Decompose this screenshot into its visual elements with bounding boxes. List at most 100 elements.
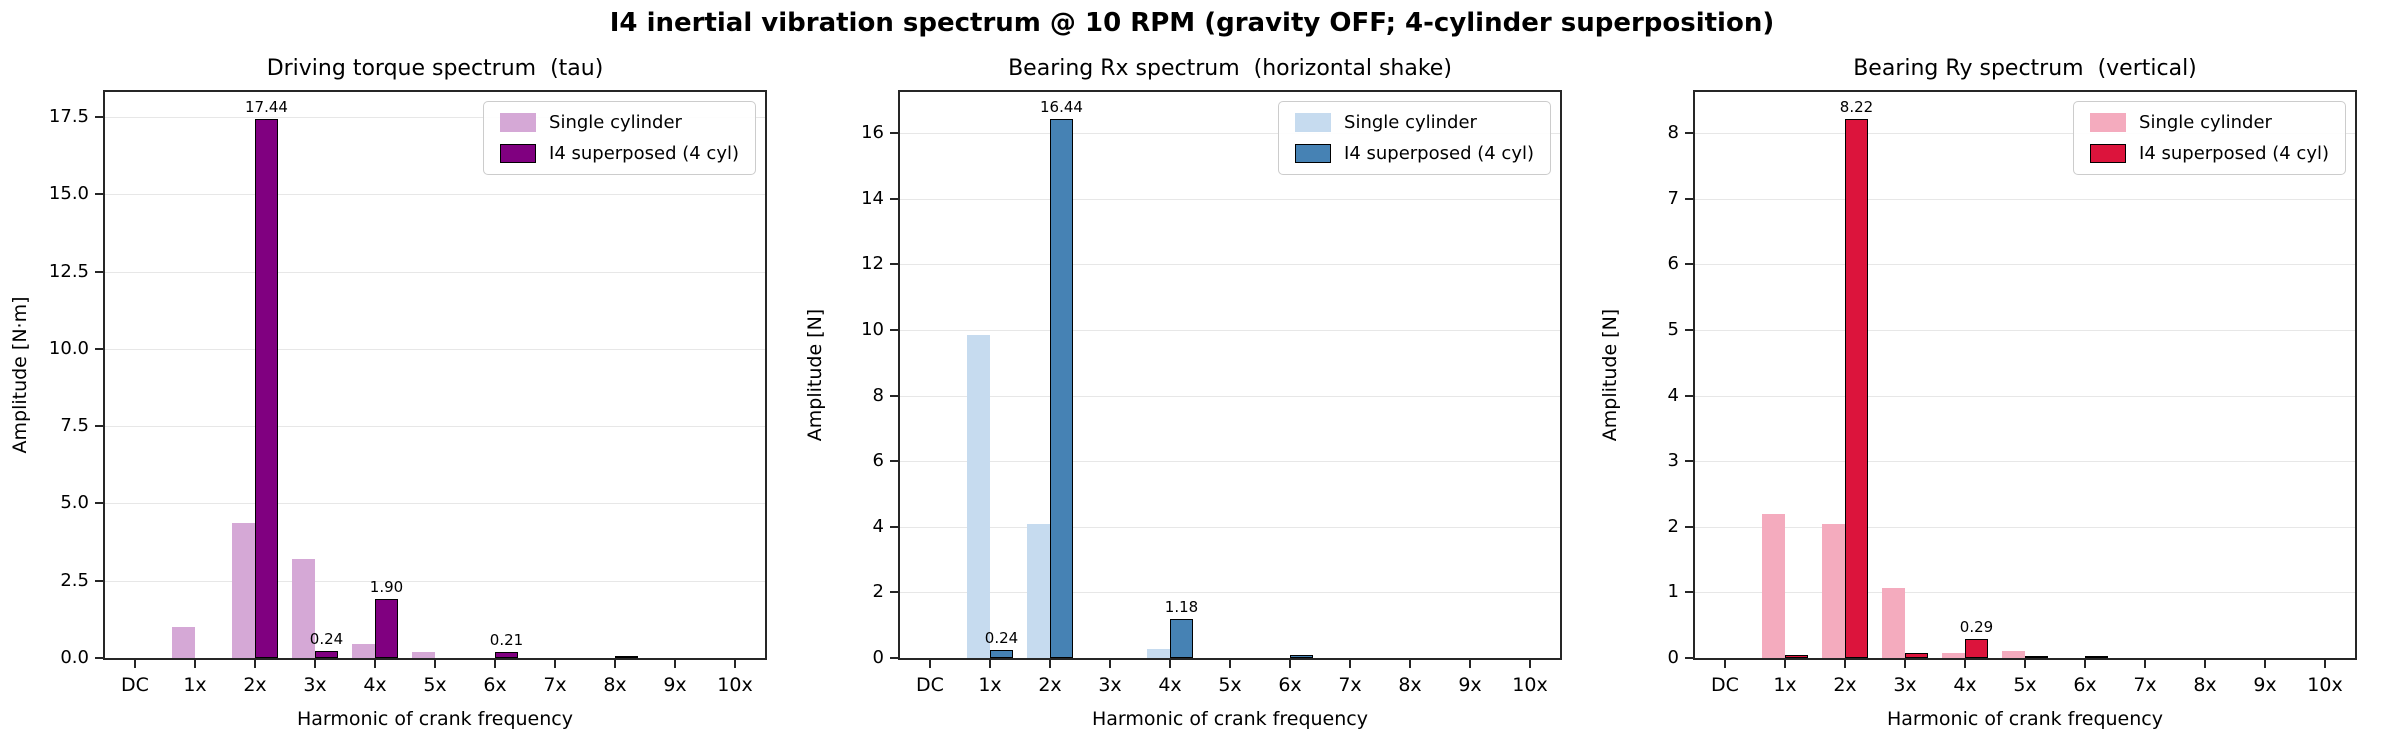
- grid-line: [900, 198, 1560, 200]
- y-tick-mark: [1685, 329, 1693, 332]
- bar-single-cylinder: [1027, 523, 1050, 658]
- legend-swatch-i4-icon: [500, 144, 537, 163]
- y-tick-label: 2: [872, 581, 884, 603]
- x-tick-mark: [2264, 660, 2266, 668]
- x-tick-mark: [929, 660, 931, 668]
- bar-single-cylinder: [1822, 523, 1845, 658]
- x-tick-label: 5x: [1218, 674, 1242, 696]
- bar-single-cylinder: [172, 627, 195, 658]
- x-tick-mark: [2324, 660, 2326, 668]
- plot-area: 0.24 16.44 1.18 Single cylinder I4 superpose…: [898, 90, 1562, 660]
- y-tick-mark: [95, 270, 103, 273]
- grid-line: [1695, 526, 2355, 528]
- grid-line: [1695, 264, 2355, 266]
- x-tick-mark: [989, 660, 991, 668]
- bar-i4-superposed: [1170, 619, 1193, 658]
- y-tick-mark: [890, 460, 898, 463]
- x-tick-label: 2x: [243, 674, 267, 696]
- legend: Single cylinder I4 superposed (4 cyl): [483, 101, 756, 175]
- bar-single-cylinder: [232, 523, 255, 658]
- x-tick-label: 9x: [1458, 674, 1482, 696]
- bar-i4-superposed: [1905, 653, 1928, 658]
- y-tick-label: 0.0: [60, 647, 89, 668]
- x-tick-mark: [494, 660, 496, 668]
- grid-line: [900, 395, 1560, 397]
- legend-item-single-cylinder: Single cylinder: [500, 112, 739, 133]
- bar-single-cylinder: [1762, 513, 1785, 658]
- x-tick-label: 3x: [1098, 674, 1122, 696]
- grid-line: [900, 133, 1560, 135]
- y-tick-label: 15.0: [48, 183, 89, 205]
- bar-value-label: 1.18: [1164, 598, 1199, 617]
- grid-line: [1695, 395, 2355, 397]
- y-tick-label: 8: [1667, 122, 1679, 144]
- y-tick-mark: [1685, 263, 1693, 266]
- bar-value-label: 17.44: [245, 97, 288, 116]
- y-tick-label: 7: [1667, 187, 1679, 209]
- x-tick-mark: [1229, 660, 1231, 668]
- bar-value-label: 0.24: [309, 629, 344, 648]
- y-tick-mark: [890, 263, 898, 266]
- x-tick-mark: [1724, 660, 1726, 668]
- subplot-title: Bearing Ry spectrum (vertical): [1853, 56, 2197, 81]
- x-tick-mark: [1109, 660, 1111, 668]
- x-tick-mark: [374, 660, 376, 668]
- legend-item-i4-superposed: I4 superposed (4 cyl): [500, 143, 739, 164]
- y-tick-mark: [95, 116, 103, 119]
- legend-label: I4 superposed (4 cyl): [549, 143, 739, 164]
- bar-i4-superposed: [1290, 655, 1313, 658]
- y-tick-mark: [1685, 591, 1693, 594]
- bar-single-cylinder: [352, 644, 375, 658]
- y-tick-label: 2.5: [60, 569, 89, 591]
- panel-driving-torque-spectrum: Driving torque spectrum (tau) Amplitude […: [0, 0, 794, 740]
- bar-i4-superposed: [315, 650, 338, 658]
- legend-label: Single cylinder: [2139, 112, 2272, 133]
- y-tick-label: 5: [1667, 319, 1679, 341]
- figure-title: I4 inertial vibration spectrum @ 10 RPM …: [609, 8, 1775, 38]
- bar-value-label: 0.24: [984, 629, 1019, 648]
- bar-value-label: 16.44: [1040, 97, 1083, 116]
- bar-i4-superposed: [1050, 118, 1073, 658]
- grid-line: [105, 580, 765, 582]
- x-axis-label: Harmonic of crank frequency: [1887, 708, 2163, 730]
- x-tick-mark: [1964, 660, 1966, 668]
- bar-i4-superposed: [990, 650, 1013, 658]
- grid-line: [900, 526, 1560, 528]
- y-tick-label: 3: [1667, 450, 1679, 472]
- bar-i4-superposed: [1845, 118, 1868, 658]
- grid-line: [900, 592, 1560, 594]
- grid-line: [900, 461, 1560, 463]
- legend-swatch-i4-icon: [2090, 144, 2127, 163]
- x-tick-label: 8x: [1398, 674, 1422, 696]
- y-tick-mark: [1685, 394, 1693, 397]
- bar-single-cylinder: [292, 559, 315, 658]
- legend-swatch-single-icon: [1295, 113, 1332, 132]
- legend: Single cylinder I4 superposed (4 cyl): [1278, 101, 1551, 175]
- y-tick-mark: [1685, 657, 1693, 659]
- x-tick-label: 1x: [1773, 674, 1797, 696]
- x-tick-label: 2x: [1833, 674, 1857, 696]
- x-tick-label: 7x: [1338, 674, 1362, 696]
- x-tick-label: 6x: [2073, 674, 2097, 696]
- y-tick-mark: [890, 657, 898, 659]
- bar-single-cylinder: [1942, 653, 1965, 658]
- grid-line: [105, 348, 765, 350]
- plot-area: 8.22 0.29 Single cylinder I4 superposed (4 …: [1693, 90, 2357, 660]
- bar-i4-superposed: [1785, 655, 1808, 658]
- legend-label: Single cylinder: [1344, 112, 1477, 133]
- grid-line: [105, 194, 765, 196]
- y-tick-label: 5.0: [60, 492, 89, 514]
- bar-single-cylinder: [412, 651, 435, 658]
- y-tick-mark: [890, 394, 898, 397]
- y-tick-label: 10.0: [48, 337, 89, 359]
- grid-line: [1695, 198, 2355, 200]
- bar-single-cylinder: [2002, 651, 2025, 658]
- y-tick-mark: [95, 193, 103, 196]
- x-tick-label: 1x: [183, 674, 207, 696]
- grid-line: [900, 330, 1560, 332]
- y-tick-label: 17.5: [48, 106, 89, 128]
- grid-line: [900, 264, 1560, 266]
- x-tick-label: DC: [121, 674, 149, 696]
- x-tick-label: 7x: [2133, 674, 2157, 696]
- x-tick-label: 9x: [663, 674, 687, 696]
